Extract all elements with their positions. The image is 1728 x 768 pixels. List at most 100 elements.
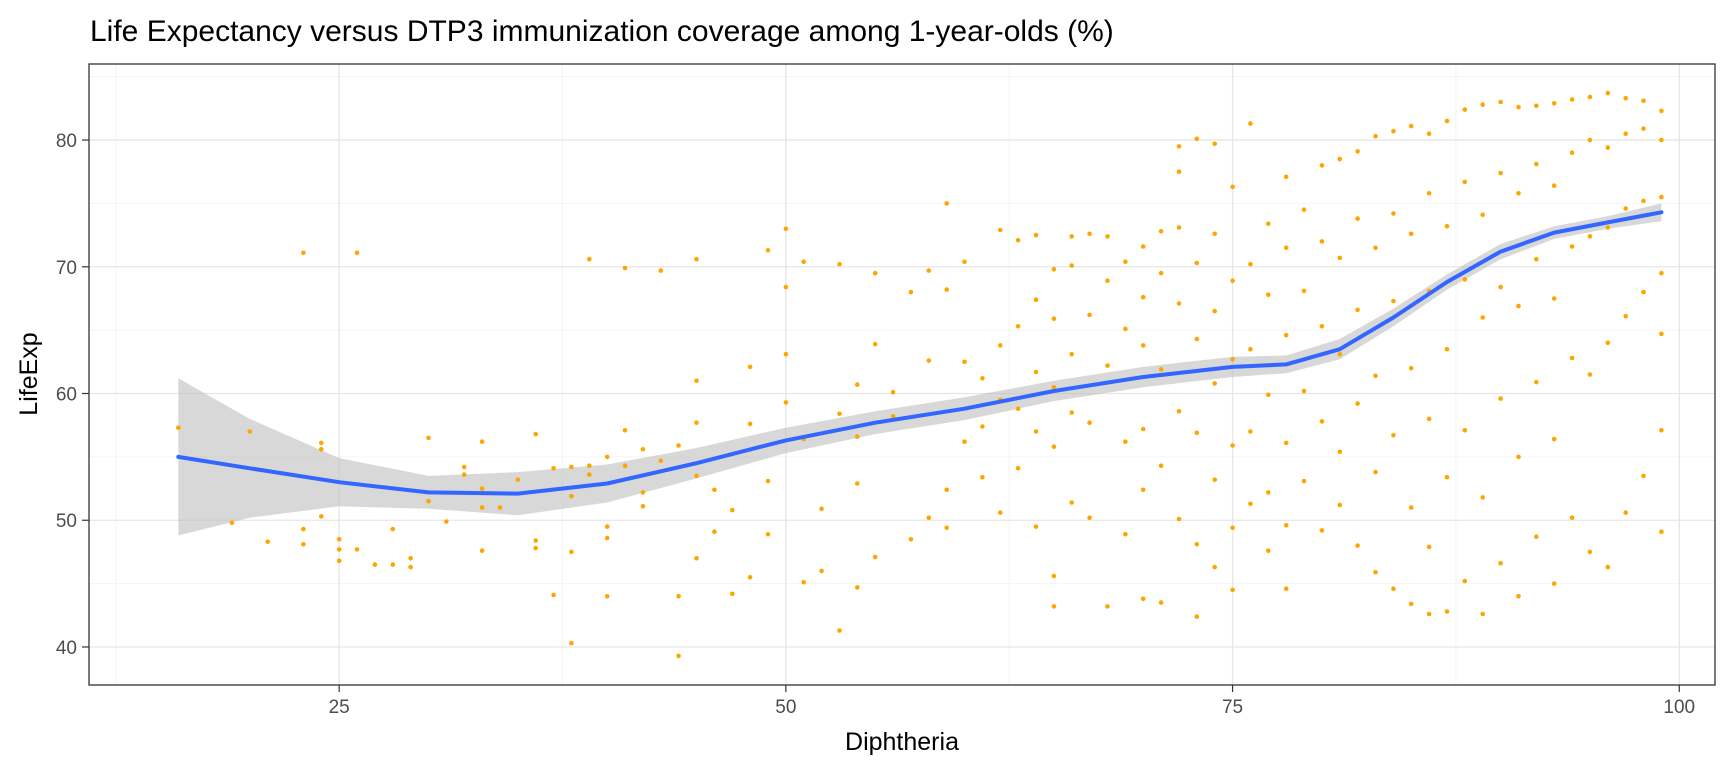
data-point xyxy=(461,464,467,470)
y-tick-label: 60 xyxy=(56,385,77,406)
data-point xyxy=(1426,416,1432,422)
data-point xyxy=(1373,373,1378,379)
data-point xyxy=(1659,108,1664,114)
data-point xyxy=(1230,184,1235,190)
data-point xyxy=(569,640,574,646)
data-point xyxy=(962,439,967,445)
data-point xyxy=(336,537,342,542)
data-point xyxy=(944,287,949,292)
data-point xyxy=(604,524,610,529)
data-point xyxy=(1391,211,1396,216)
data-point xyxy=(747,421,753,427)
data-point xyxy=(319,514,324,519)
data-point xyxy=(1283,586,1289,591)
data-point xyxy=(1623,131,1628,136)
data-point xyxy=(1069,500,1074,505)
data-point xyxy=(783,400,789,405)
y-tick-label: 70 xyxy=(56,258,77,279)
data-point xyxy=(1551,183,1557,188)
data-point xyxy=(730,591,735,597)
data-point xyxy=(444,519,449,524)
data-point xyxy=(1605,90,1611,96)
y-axis-title: LifeExp xyxy=(15,332,43,415)
data-point xyxy=(908,289,914,295)
data-point xyxy=(1283,245,1289,251)
data-point xyxy=(1355,149,1360,154)
data-point xyxy=(1516,454,1521,460)
data-point xyxy=(1569,515,1575,520)
data-point xyxy=(1587,94,1593,100)
data-point xyxy=(855,382,860,387)
data-point xyxy=(426,498,431,504)
data-point xyxy=(176,425,181,431)
data-point xyxy=(944,201,949,206)
data-point xyxy=(354,250,360,256)
data-point xyxy=(1212,381,1217,386)
data-point xyxy=(694,256,699,262)
data-point xyxy=(408,556,413,561)
data-point xyxy=(640,504,646,509)
data-point xyxy=(1623,95,1628,101)
data-point xyxy=(587,472,592,477)
data-point xyxy=(336,558,342,564)
data-point xyxy=(1498,170,1503,176)
data-point xyxy=(1408,123,1414,129)
data-point xyxy=(622,463,628,469)
data-point xyxy=(872,341,878,347)
data-point xyxy=(1337,156,1343,162)
data-point xyxy=(1480,315,1485,320)
data-point xyxy=(1176,301,1182,306)
data-point xyxy=(1355,307,1360,313)
data-point xyxy=(319,447,324,452)
data-point xyxy=(1087,420,1092,426)
data-point xyxy=(1659,529,1664,534)
data-point xyxy=(694,420,699,426)
data-point xyxy=(1033,429,1039,434)
x-tick-label: 100 xyxy=(1663,697,1695,718)
data-point xyxy=(1176,516,1182,522)
data-point xyxy=(1158,270,1164,276)
data-point xyxy=(765,248,771,253)
data-point xyxy=(1301,288,1307,294)
data-point xyxy=(1408,365,1414,371)
data-point xyxy=(1498,396,1503,401)
data-point xyxy=(1534,256,1539,262)
data-point xyxy=(247,429,253,434)
data-point xyxy=(1301,388,1307,394)
data-point xyxy=(1587,234,1593,239)
data-point xyxy=(336,547,342,552)
data-point xyxy=(1391,128,1396,134)
data-point xyxy=(390,562,396,567)
data-point xyxy=(1426,191,1432,196)
data-point xyxy=(1266,548,1271,553)
data-point xyxy=(1462,107,1468,112)
data-point xyxy=(1373,469,1378,475)
data-point xyxy=(1230,525,1235,531)
data-point xyxy=(980,376,985,381)
data-point xyxy=(1569,244,1575,249)
data-point xyxy=(998,343,1003,348)
data-point xyxy=(604,535,610,541)
data-point xyxy=(1480,212,1485,218)
data-point xyxy=(926,358,932,363)
data-point xyxy=(962,359,967,365)
data-point xyxy=(1498,561,1503,566)
data-point xyxy=(1659,194,1664,200)
data-point xyxy=(1462,179,1468,185)
data-point xyxy=(1426,544,1432,550)
data-point xyxy=(944,487,949,493)
data-point xyxy=(1480,495,1485,500)
data-point xyxy=(1373,245,1378,251)
data-point xyxy=(694,556,699,561)
y-tick-label: 40 xyxy=(56,638,77,659)
data-point xyxy=(962,259,967,265)
x-tick-label: 25 xyxy=(329,697,350,718)
data-point xyxy=(1605,340,1611,346)
data-point xyxy=(890,414,896,419)
data-point xyxy=(1283,523,1289,528)
data-point xyxy=(372,562,378,567)
data-point xyxy=(1176,409,1182,414)
data-point xyxy=(426,435,431,441)
data-point xyxy=(1551,581,1557,586)
data-point xyxy=(1105,363,1110,368)
